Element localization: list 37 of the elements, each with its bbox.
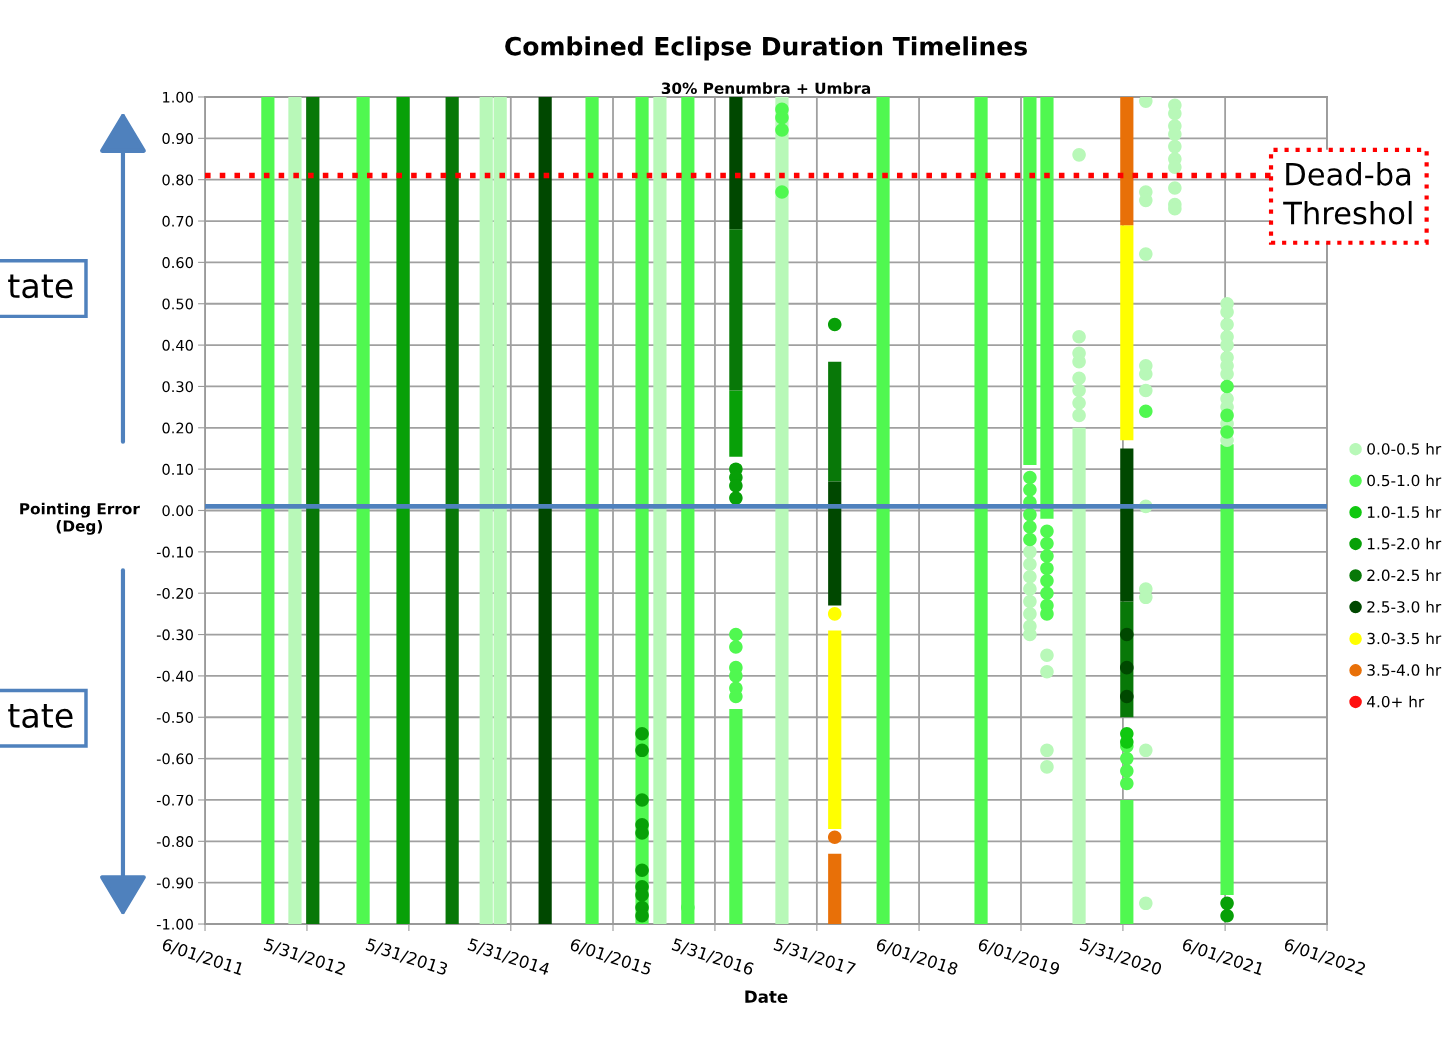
legend-label: 0.5-1.0 hr bbox=[1367, 474, 1442, 487]
y-tick-label: 0.80 bbox=[162, 174, 193, 186]
y-tick-label: 1.00 bbox=[163, 91, 193, 103]
y-tick-label: -0.50 bbox=[156, 711, 193, 724]
x-axis-title: Date bbox=[745, 990, 788, 1003]
y-tick-label: 0.40 bbox=[162, 339, 193, 351]
y-tick-label: -0.10 bbox=[156, 546, 193, 558]
legend-label: 1.0-1.5 hr bbox=[1367, 506, 1442, 518]
y-tick-label: -0.80 bbox=[156, 836, 193, 848]
legend-label: 0.0-0.5 hr bbox=[1367, 442, 1442, 455]
y-tick-label: 0.30 bbox=[162, 381, 193, 393]
legend-label: 3.5-4.0 hr bbox=[1367, 664, 1442, 676]
y-tick-label: -0.30 bbox=[156, 629, 193, 641]
legend-label: 3.0-3.5 hr bbox=[1367, 632, 1442, 645]
y-tick-label: 0.20 bbox=[162, 422, 193, 434]
y-tick-label: 0.60 bbox=[162, 257, 193, 269]
y-tick-label: -1.00 bbox=[156, 918, 193, 930]
legend-label: 2.0-2.5 hr bbox=[1367, 569, 1442, 582]
y-axis-title: Pointing Error (Deg) bbox=[20, 502, 140, 535]
y-tick-label: -0.20 bbox=[156, 587, 193, 599]
y-tick-label: -0.90 bbox=[156, 877, 193, 889]
legend-label: 1.5-2.0 hr bbox=[1367, 537, 1442, 550]
y-tick-label: -0.70 bbox=[156, 794, 193, 806]
text: tate bbox=[8, 704, 73, 728]
legend-label: 2.5-3.0 hr bbox=[1367, 600, 1442, 613]
y-tick-label: -0.60 bbox=[156, 753, 193, 765]
y-tick-label: 0.50 bbox=[162, 298, 193, 310]
text: tate bbox=[8, 274, 73, 299]
chart-subtitle: 30% Penumbra + Umbra bbox=[661, 82, 871, 95]
legend-label: 4.0+ hr bbox=[1367, 695, 1425, 708]
y-tick-label: 0.10 bbox=[162, 463, 193, 475]
y-tick-label: 0.70 bbox=[162, 215, 193, 227]
y-tick-label: -0.40 bbox=[156, 670, 193, 682]
y-tick-label: 0.00 bbox=[162, 505, 193, 517]
y-tick-label: 0.90 bbox=[162, 133, 193, 145]
ref-line-label: Dead-ba Threshol bbox=[1283, 162, 1412, 225]
chart-title: Combined Eclipse Duration Timelines bbox=[505, 36, 1027, 61]
